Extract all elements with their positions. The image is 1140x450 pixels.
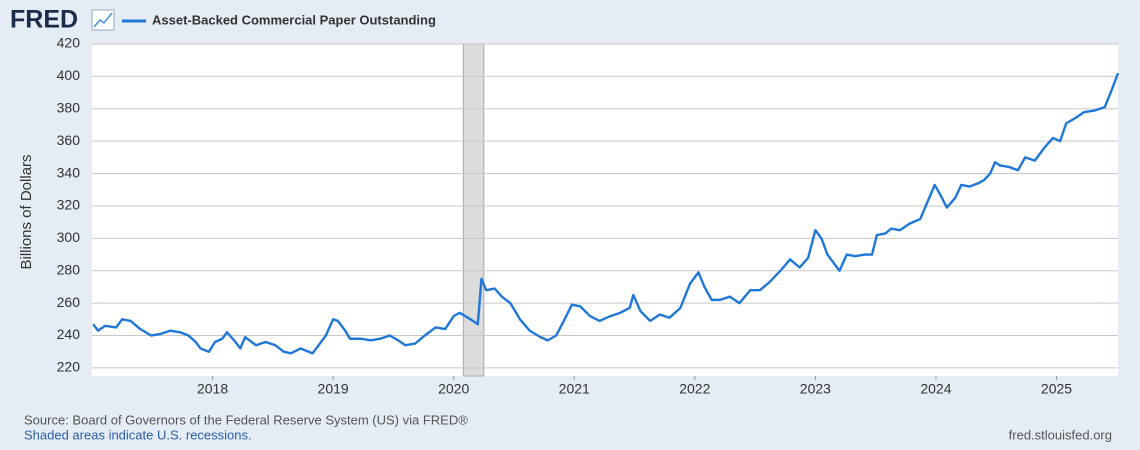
y-tick-label: 220	[57, 359, 81, 375]
x-tick-label: 2025	[1041, 381, 1072, 397]
y-tick-label: 420	[57, 35, 81, 51]
y-tick-label: 400	[57, 67, 81, 83]
plot-area	[92, 44, 1118, 376]
y-tick-label: 340	[57, 164, 81, 180]
recession-band	[462, 43, 485, 377]
y-tick-label: 280	[57, 261, 81, 277]
y-axis-label: Billions of Dollars	[18, 154, 35, 269]
source-note: Source: Board of Governors of the Federa…	[24, 412, 468, 427]
series-line	[92, 72, 1120, 355]
x-tick-label: 2022	[679, 381, 710, 397]
x-tick-label: 2024	[920, 381, 951, 397]
x-tick-label: 2023	[800, 381, 831, 397]
y-tick-label: 320	[57, 197, 81, 213]
y-tick-label: 260	[57, 294, 81, 310]
legend-label: Asset-Backed Commercial Paper Outstandin…	[152, 12, 436, 27]
recession-note: Shaded areas indicate U.S. recessions.	[24, 427, 252, 442]
x-tick-label: 2020	[438, 381, 469, 397]
x-tick-label: 2021	[559, 381, 590, 397]
y-tick-label: 240	[57, 326, 81, 342]
logo[interactable]: FRED	[10, 6, 78, 34]
site-link[interactable]: fred.stlouisfed.org	[1009, 427, 1112, 442]
x-tick-label: 2018	[197, 381, 228, 397]
y-tick-label: 380	[57, 99, 81, 115]
y-tick-label: 300	[57, 229, 81, 245]
y-tick-label: 360	[57, 132, 81, 148]
logo-icon	[91, 9, 115, 31]
x-tick-label: 2019	[318, 381, 349, 397]
